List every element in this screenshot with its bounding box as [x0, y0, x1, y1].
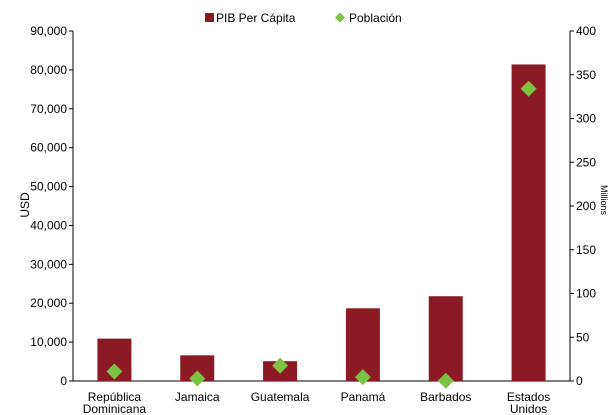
- y-right-tick-label: 250: [576, 155, 596, 169]
- legend: PIB Per Cápita Población: [205, 11, 402, 25]
- marker-poblacion: [272, 357, 289, 374]
- legend-label-pib: PIB Per Cápita: [216, 11, 296, 25]
- x-tick-label: República Dominicana: [83, 390, 147, 415]
- y-left-tick-label: 70,000: [30, 102, 67, 116]
- y-right-tick-label: 200: [576, 199, 596, 213]
- category-labels: República Dominicana Jamaica Guatemala Panam…: [83, 390, 551, 415]
- y-axis-left-title: USD: [18, 192, 32, 218]
- y-left-tick-label: 60,000: [30, 141, 67, 155]
- x-tick-label: Jamaica: [175, 390, 220, 404]
- bar-pib: [511, 64, 546, 381]
- y-right-tick-label: 300: [576, 112, 596, 126]
- y-left-tick-label: 10,000: [30, 335, 67, 349]
- y-right-tick-label: 400: [576, 24, 596, 38]
- x-tick-label: Estados Unidos: [507, 390, 550, 415]
- y-axis-right-title: Millions: [599, 185, 608, 216]
- legend-swatch-poblacion: [335, 12, 345, 23]
- marker-poblacion: [437, 372, 454, 389]
- x-tick-label: Panamá: [341, 390, 386, 404]
- x-tick-label: Barbados: [420, 390, 471, 404]
- y-left-tick-label: 0: [60, 374, 67, 388]
- y-left-tick-label: 20,000: [30, 296, 67, 310]
- y-left-tick-label: 40,000: [30, 218, 67, 232]
- right-axis-ticks: 0 50 100 150 200 250 300 350 400: [570, 24, 596, 388]
- y-left-tick-label: 90,000: [30, 24, 67, 38]
- y-right-tick-label: 100: [576, 287, 596, 301]
- x-tick-label: Guatemala: [251, 390, 310, 404]
- y-left-tick-label: 50,000: [30, 180, 67, 194]
- legend-label-poblacion: Población: [349, 11, 402, 25]
- marker-poblacion: [106, 363, 123, 380]
- y-right-tick-label: 350: [576, 68, 596, 82]
- marker-poblacion: [354, 369, 371, 386]
- bars: [97, 64, 546, 381]
- markers: [106, 80, 537, 389]
- y-right-tick-label: 50: [576, 330, 590, 344]
- y-left-tick-label: 80,000: [30, 63, 67, 77]
- marker-poblacion: [520, 80, 537, 97]
- legend-swatch-pib: [205, 13, 214, 22]
- y-left-tick-label: 30,000: [30, 257, 67, 271]
- left-axis-ticks: 0 10,000 20,000 30,000 40,000 50,000 60,000 70,…: [30, 24, 73, 388]
- axes: [72, 31, 571, 382]
- y-right-tick-label: 0: [576, 374, 583, 388]
- y-right-tick-label: 150: [576, 243, 596, 257]
- bar-pib: [345, 308, 380, 381]
- bar-pib: [428, 296, 463, 381]
- marker-poblacion: [189, 370, 206, 387]
